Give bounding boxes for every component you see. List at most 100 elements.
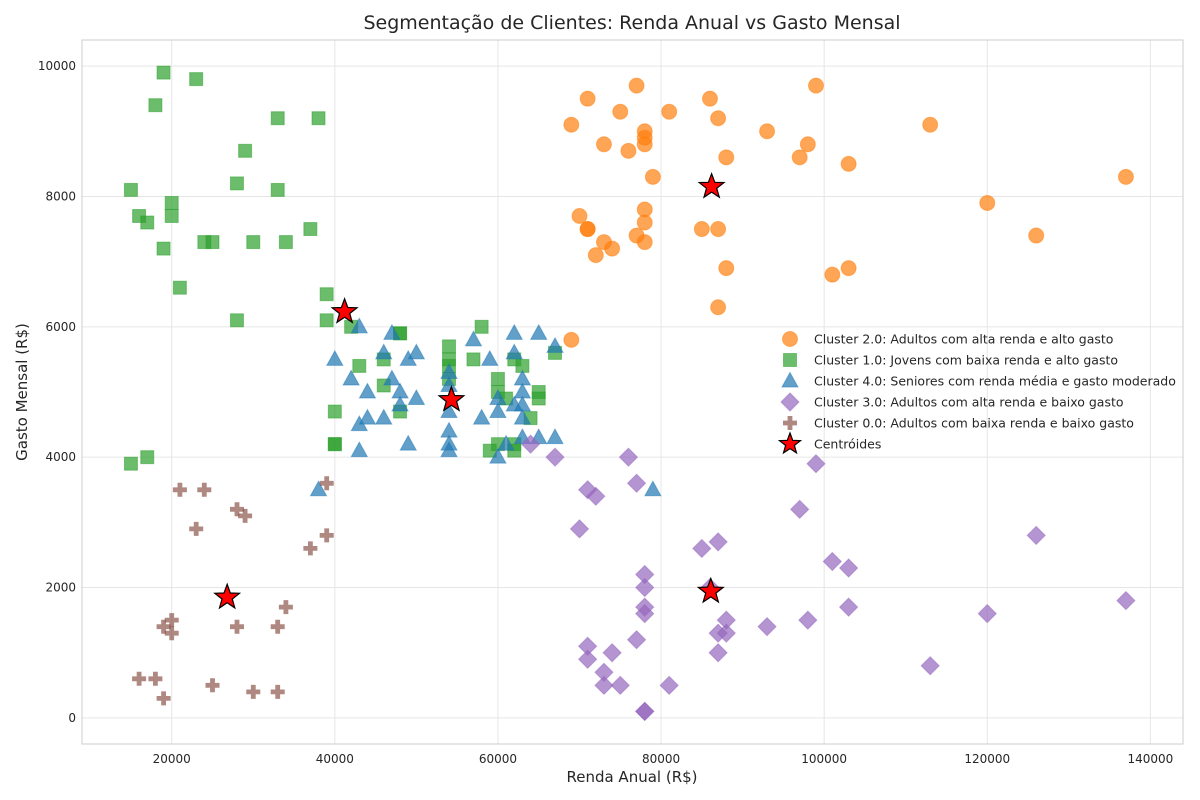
data-point	[586, 486, 606, 507]
legend-marker	[782, 331, 798, 347]
series-3	[520, 434, 1136, 722]
data-point	[440, 441, 458, 458]
data-point	[383, 369, 401, 386]
data-point	[319, 287, 334, 302]
data-point	[635, 577, 655, 598]
data-point	[626, 473, 647, 493]
data-point	[474, 319, 489, 334]
data-point	[164, 613, 179, 628]
data-point	[123, 182, 138, 197]
legend-marker	[783, 416, 797, 430]
data-point	[319, 313, 334, 328]
data-point	[922, 116, 939, 133]
data-point	[407, 388, 426, 406]
data-point	[270, 111, 285, 126]
data-point	[270, 619, 285, 634]
data-point	[189, 521, 204, 536]
data-point	[612, 103, 629, 120]
data-point	[140, 450, 155, 465]
data-point	[278, 600, 293, 615]
centroid-point	[696, 576, 725, 604]
data-point	[164, 195, 179, 210]
data-point	[579, 90, 596, 107]
data-point	[635, 701, 655, 722]
data-points	[123, 65, 1136, 722]
data-point	[303, 222, 318, 237]
data-point	[636, 214, 653, 231]
data-point	[374, 408, 393, 425]
data-point	[708, 532, 728, 552]
legend-marker	[783, 353, 797, 367]
data-point	[342, 369, 360, 386]
data-point	[350, 441, 369, 458]
data-point	[497, 434, 515, 451]
y-axis-label: Gasto Mensal (R$)	[13, 323, 31, 461]
data-point	[374, 343, 393, 360]
y-tick-label: 4000	[45, 450, 76, 464]
data-point	[148, 98, 163, 113]
data-point	[505, 343, 524, 360]
data-point	[626, 629, 647, 650]
data-point	[1116, 590, 1136, 611]
data-point	[620, 142, 637, 159]
legend-label: Cluster 1.0: Jovens com baixa renda e al…	[814, 353, 1118, 368]
data-point	[350, 317, 369, 334]
legend-marker	[781, 371, 799, 388]
centroid-point	[213, 582, 242, 610]
data-point	[977, 603, 997, 624]
data-point	[490, 371, 505, 386]
data-point	[563, 116, 580, 133]
data-point	[189, 72, 204, 87]
data-point	[513, 408, 532, 425]
data-point	[757, 616, 777, 637]
data-point	[718, 149, 735, 166]
data-point	[806, 453, 826, 474]
centroid-point	[437, 385, 466, 412]
data-point	[205, 235, 220, 250]
y-tick-label: 8000	[45, 189, 76, 203]
data-point	[520, 434, 541, 454]
data-point	[123, 456, 138, 471]
data-point	[920, 656, 940, 676]
data-point	[636, 234, 653, 251]
data-point	[659, 675, 679, 696]
data-point	[798, 610, 818, 630]
data-point	[505, 323, 524, 340]
x-tick-label: 20000	[153, 752, 191, 766]
data-point	[391, 395, 409, 412]
data-point	[579, 221, 596, 238]
data-point	[808, 77, 824, 94]
data-point	[489, 447, 507, 464]
data-point	[358, 382, 377, 399]
data-point	[531, 391, 546, 406]
data-point	[595, 136, 612, 153]
data-point	[327, 437, 342, 452]
data-point	[156, 691, 171, 706]
data-point	[440, 375, 458, 392]
y-axis-ticks: 0 2000 4000 6000 8000 10000	[38, 59, 76, 725]
data-point	[718, 260, 735, 277]
x-axis-label: Renda Anual (R$)	[566, 768, 697, 786]
data-point	[759, 123, 776, 140]
data-point	[246, 684, 261, 699]
legend-label: Centróides	[814, 437, 881, 452]
data-point	[701, 90, 718, 107]
data-point	[383, 323, 401, 340]
data-point	[587, 247, 604, 264]
data-point	[358, 408, 377, 425]
data-point	[172, 280, 187, 295]
data-point	[311, 111, 326, 126]
data-point	[325, 349, 344, 366]
data-point	[205, 678, 220, 693]
data-point	[594, 675, 614, 696]
data-point	[230, 502, 244, 517]
data-point	[822, 551, 843, 572]
data-point	[563, 331, 580, 348]
data-point	[716, 623, 736, 643]
data-point	[824, 266, 841, 283]
data-point	[246, 235, 261, 250]
data-point	[303, 541, 318, 556]
data-point	[164, 209, 179, 223]
data-point	[319, 528, 334, 543]
